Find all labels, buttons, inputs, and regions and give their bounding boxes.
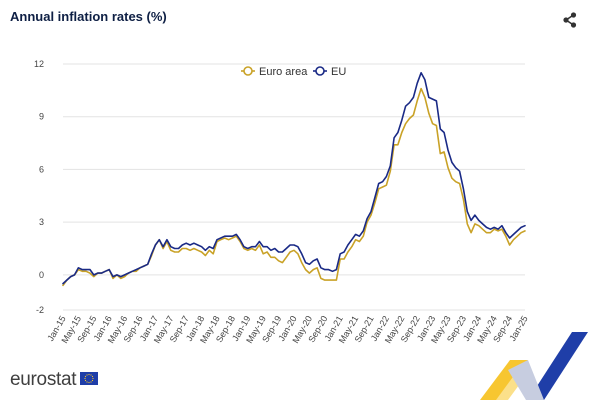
series-line-eu[interactable] xyxy=(62,72,526,285)
legend-label: EU xyxy=(331,66,346,78)
series-lines xyxy=(62,72,526,287)
legend-marker-icon xyxy=(243,66,253,76)
y-axis-labels: -2 0 3 6 9 12 xyxy=(34,59,44,315)
legend-item-eu[interactable]: EU xyxy=(313,66,346,78)
y-tick-label: 9 xyxy=(39,112,44,122)
y-tick-label: 12 xyxy=(34,59,44,69)
eurostat-logo-text: eurostat xyxy=(10,369,77,390)
y-tick-label: 6 xyxy=(39,164,44,174)
grid-lines xyxy=(63,63,525,311)
y-tick-label: 0 xyxy=(39,270,44,280)
legend-label: Euro area xyxy=(259,66,308,78)
y-tick-label: -2 xyxy=(36,305,44,315)
eu-flag-icon xyxy=(80,372,98,385)
chart-title: Annual inflation rates (%) xyxy=(10,9,167,24)
decorative-graphic xyxy=(480,332,588,400)
series-line-euro-area[interactable] xyxy=(62,87,526,287)
share-icon xyxy=(563,12,577,28)
y-tick-label: 3 xyxy=(39,217,44,227)
legend-item-euro-area[interactable]: Euro area xyxy=(241,66,308,78)
share-button[interactable] xyxy=(560,10,580,30)
x-axis-labels: Jan-15May-15Sep-15Jan-16May-16Sep-16Jan-… xyxy=(45,314,529,345)
chart-legend[interactable]: Euro area EU xyxy=(241,66,346,78)
legend-marker-icon xyxy=(315,66,325,76)
